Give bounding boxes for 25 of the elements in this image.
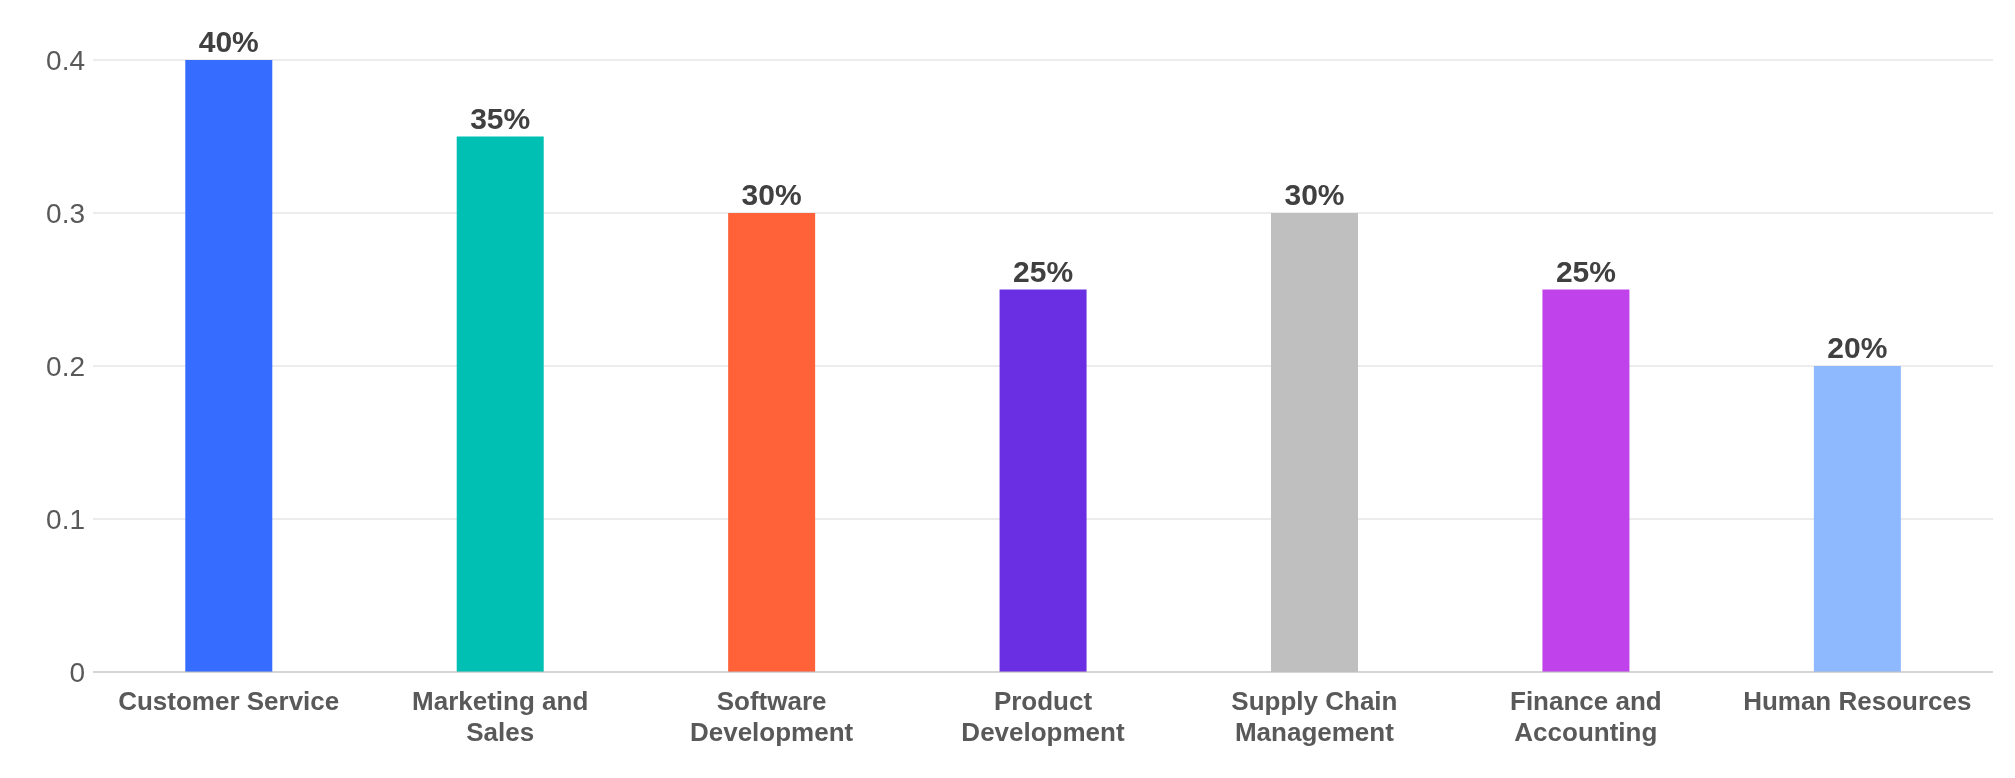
x-tick-label: Marketing and Sales <box>412 686 589 747</box>
x-tick-label: Customer Service <box>118 686 340 716</box>
data-label: 25% <box>1555 254 1616 288</box>
data-label: 30% <box>741 178 802 211</box>
data-label: 30% <box>1284 178 1345 211</box>
x-tick-label: Product Development <box>961 686 1125 747</box>
y-tick-label: 0.2 <box>46 350 85 382</box>
bar <box>999 289 1087 672</box>
y-tick-label: 0 <box>69 656 85 688</box>
y-tick-label: 0.1 <box>46 503 85 535</box>
data-label: 25% <box>1013 254 1074 288</box>
x-tick-label: Human Resources <box>1743 686 1972 716</box>
x-tick-label: Software Development <box>689 686 854 747</box>
bar <box>185 60 273 672</box>
data-label: 35% <box>470 101 531 135</box>
y-tick-label: 0.3 <box>46 197 85 229</box>
x-tick-label: Finance and Accounting <box>1510 686 1662 747</box>
x-tick-label: Supply Chain Management <box>1231 686 1398 747</box>
bar <box>728 213 816 672</box>
bar <box>1542 289 1630 672</box>
bar <box>1813 366 1901 672</box>
bar <box>456 136 544 672</box>
data-label: 20% <box>1827 331 1888 364</box>
data-label: 40% <box>198 25 259 58</box>
y-tick-label: 0.4 <box>46 44 85 76</box>
